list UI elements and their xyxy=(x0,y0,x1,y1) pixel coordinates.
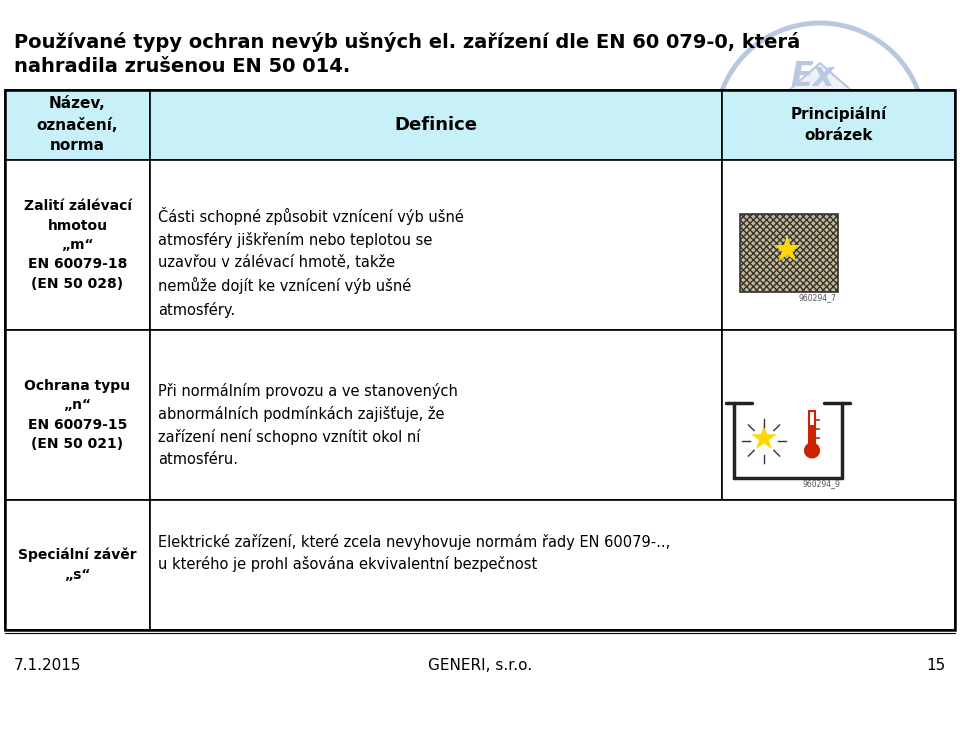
Bar xyxy=(5,160,150,330)
Text: Ochrana typu
„n“
EN 60079-15
(EN 50 021): Ochrana typu „n“ EN 60079-15 (EN 50 021) xyxy=(25,379,131,451)
Bar xyxy=(150,330,722,500)
Text: ★: ★ xyxy=(749,424,779,457)
Bar xyxy=(5,330,150,500)
Bar xyxy=(810,424,814,446)
Text: Používané typy ochran nevýb ušných el. zařízení dle EN 60 079-0, která: Používané typy ochran nevýb ušných el. z… xyxy=(14,32,801,52)
Text: Speciální závěr
„s“: Speciální závěr „s“ xyxy=(18,548,137,582)
Text: 7.1.2015: 7.1.2015 xyxy=(14,658,82,674)
Bar xyxy=(150,500,955,630)
Text: Elektrické zařízení, které zcela nevyhovuje normám řady EN 60079-..,
u kterého j: Elektrické zařízení, které zcela nevyhov… xyxy=(158,534,670,572)
Text: Části schopné způsobit vznícení výb ušné
atmosféry jiškřením nebo teplotou se
uz: Části schopné způsobit vznícení výb ušné… xyxy=(158,207,464,317)
Polygon shape xyxy=(778,63,862,168)
Text: GENERI: GENERI xyxy=(774,103,866,123)
Bar xyxy=(722,160,955,330)
Text: 960294_7: 960294_7 xyxy=(798,293,836,302)
Text: Název,
označení,
norma: Název, označení, norma xyxy=(36,97,118,154)
Bar xyxy=(5,90,150,160)
Text: nahradila zrušenou EN 50 014.: nahradila zrušenou EN 50 014. xyxy=(14,57,350,76)
Bar xyxy=(740,214,838,292)
Text: Zalití zálévací
hmotou
„m“
EN 60079-18
(EN 50 028): Zalití zálévací hmotou „m“ EN 60079-18 (… xyxy=(23,199,132,291)
Bar xyxy=(809,410,815,446)
Circle shape xyxy=(805,444,819,458)
Text: GENERI, s.r.o.: GENERI, s.r.o. xyxy=(428,658,532,674)
Bar xyxy=(722,90,955,160)
Text: ★: ★ xyxy=(771,234,804,268)
Text: 15: 15 xyxy=(926,658,946,674)
Text: 960294_9: 960294_9 xyxy=(803,479,840,488)
Bar xyxy=(150,90,722,160)
Bar xyxy=(5,500,150,630)
Text: Definice: Definice xyxy=(395,116,477,134)
Bar xyxy=(150,160,722,330)
Bar xyxy=(722,330,955,500)
Text: ~ ~ ~: ~ ~ ~ xyxy=(801,142,840,154)
Text: Principiální
obrázek: Principiální obrázek xyxy=(790,106,887,143)
Bar xyxy=(5,90,955,630)
Text: Ex: Ex xyxy=(790,60,834,92)
Text: Při normálním provozu a ve stanovených
abnormálních podmínkách zajišťuje, že
zař: Při normálním provozu a ve stanovených a… xyxy=(158,383,458,467)
